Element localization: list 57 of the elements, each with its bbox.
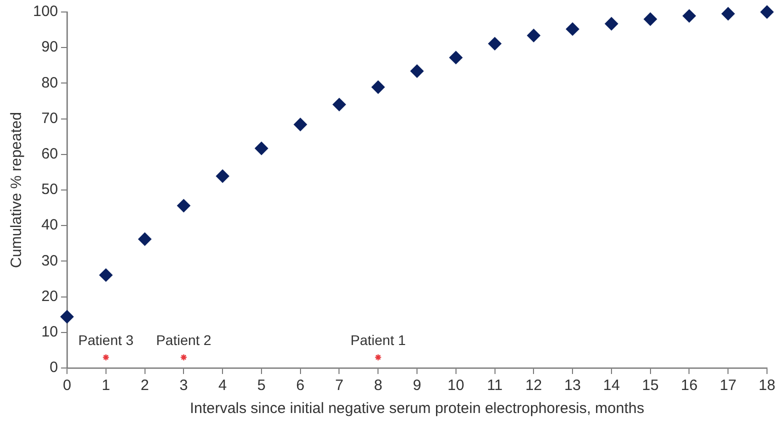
y-tick-label: 80 — [41, 74, 58, 92]
y-tick-label: 100 — [32, 3, 58, 20]
point — [372, 80, 385, 94]
x-tick-label: 1 — [102, 377, 110, 394]
x-tick-label: 15 — [642, 377, 659, 394]
x-tick-label: 8 — [374, 377, 382, 394]
x-tick-label: 9 — [412, 377, 422, 394]
point — [294, 118, 307, 132]
y-tick-label: 70 — [41, 110, 58, 127]
x-tick-label: 5 — [257, 377, 266, 394]
point — [722, 7, 735, 20]
point — [449, 50, 462, 64]
point — [216, 170, 230, 183]
point — [254, 142, 268, 155]
point — [566, 22, 580, 36]
x-tick-label: 10 — [448, 377, 464, 394]
annotation: Patient 3 — [78, 332, 134, 348]
point — [374, 354, 382, 361]
point — [102, 354, 110, 361]
x-tick-label: 0 — [62, 377, 72, 394]
y-tick-label: 50 — [41, 181, 58, 198]
annotation: Patient 2 — [156, 332, 212, 348]
point — [99, 268, 113, 282]
x-tick-label: 16 — [680, 377, 698, 394]
point — [644, 12, 657, 26]
y-tick-label: 20 — [41, 288, 58, 305]
point — [138, 232, 152, 246]
annotation: Patient 1 — [350, 332, 406, 348]
x-tick-label: 2 — [140, 377, 149, 394]
x-tick-label: 6 — [296, 377, 305, 394]
x-tick-label: 12 — [525, 377, 542, 394]
point — [604, 17, 618, 30]
x-tick-label: 13 — [564, 377, 581, 394]
y-axis-title: Cumulative % repeated — [8, 112, 26, 268]
point — [180, 354, 188, 361]
x-tick-label: 14 — [603, 377, 620, 394]
x-tick-label: 4 — [218, 377, 227, 394]
y-tick-label: 10 — [41, 324, 58, 341]
point — [527, 28, 540, 42]
point — [760, 5, 774, 19]
y-tick-label: 30 — [41, 252, 58, 270]
y-tick-label: 0 — [50, 359, 58, 376]
x-tick-label: 3 — [180, 377, 188, 394]
x-tick-label: 18 — [758, 377, 776, 394]
point — [177, 199, 190, 212]
x-tick-label: 7 — [335, 377, 344, 394]
x-tick-label: 11 — [487, 377, 503, 394]
y-tick-label: 60 — [41, 146, 58, 163]
point — [488, 37, 502, 50]
x-axis-title: Intervals since initial negative serum protein electrophoresis, months — [190, 400, 644, 418]
point — [410, 64, 424, 78]
point — [60, 310, 74, 324]
point — [332, 98, 346, 112]
x-tick-label: 17 — [720, 377, 736, 394]
point — [682, 9, 696, 23]
y-tick-label: 90 — [41, 38, 58, 56]
y-tick-label: 40 — [41, 216, 58, 234]
